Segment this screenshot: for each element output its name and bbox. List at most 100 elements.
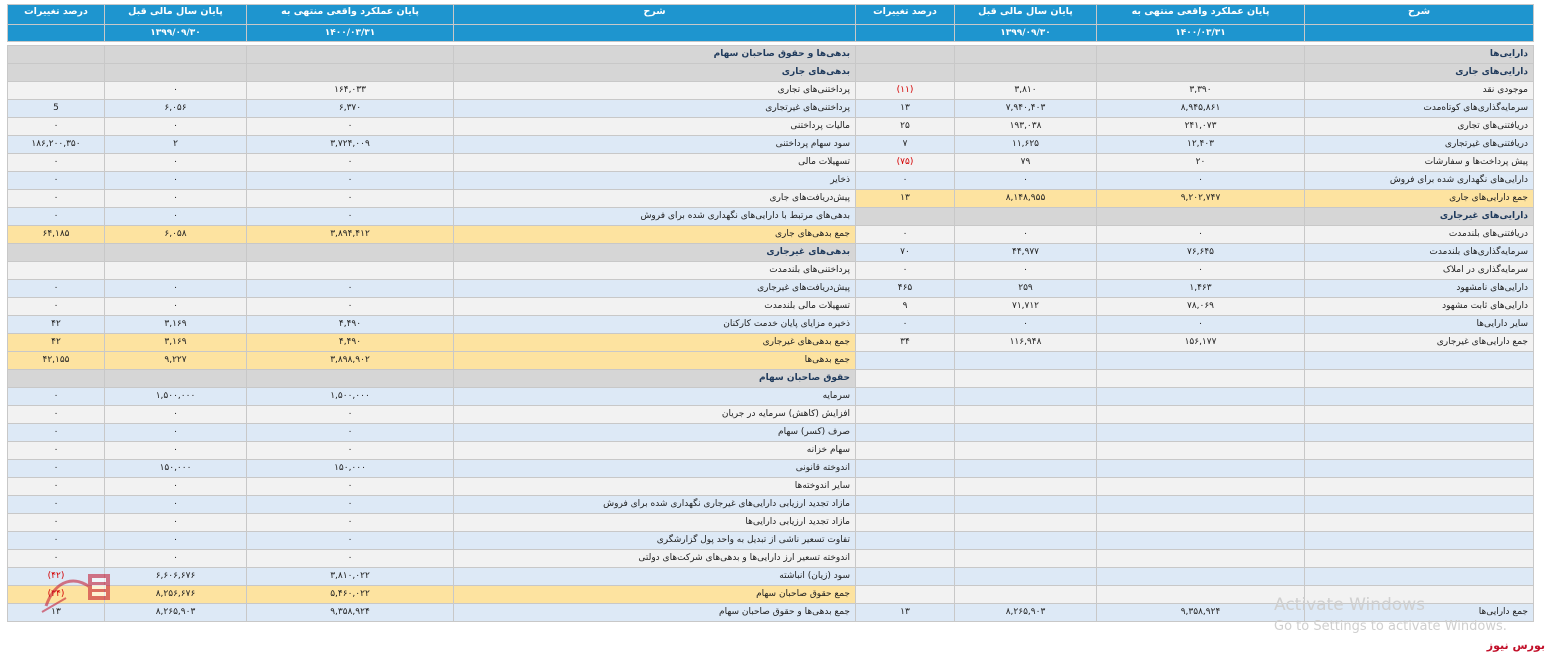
table-row: سرمایه ۱,۵۰۰,۰۰۰ ۱,۵۰۰,۰۰۰ ۰	[7, 387, 1534, 406]
assets-label-cell: دارایی‌های جاری	[1304, 63, 1534, 82]
table-row: صرف (کسر) سهام ۰ ۰ ۰	[7, 423, 1534, 442]
liabilities-actual-cell: ۴,۴۹۰	[246, 333, 454, 352]
assets-label-cell	[1304, 405, 1534, 424]
table-row: جمع بدهی‌ها ۳,۸۹۸,۹۰۲ ۹,۲۲۷ ۴۲,۱۵۵	[7, 351, 1534, 370]
liabilities-label-cell: مازاد تجدید ارزیابی دارایی‌ها	[453, 513, 856, 532]
table-row: موجودی نقد ۳,۳۹۰ ۳,۸۱۰ (۱۱) پرداختنی‌های تجا…	[7, 81, 1534, 100]
liabilities-label-cell: سود (زیان) انباشته	[453, 567, 856, 586]
assets-pct-cell	[855, 207, 955, 226]
table-row: سهام خزانه ۰ ۰ ۰	[7, 441, 1534, 460]
liabilities-prev-cell: ۰	[104, 405, 247, 424]
header-date-empty	[1304, 24, 1534, 42]
liabilities-prev-cell: ۰	[104, 495, 247, 514]
table-row: مازاد تجدید ارزیابی دارایی‌های غیرجاری ن…	[7, 495, 1534, 514]
assets-pct-cell	[855, 387, 955, 406]
header-prev-liabilities: پایان سال مالی قبل	[104, 4, 247, 25]
assets-actual-cell: ۲۴۱,۰۷۳	[1096, 117, 1305, 136]
liabilities-label-cell: سود سهام پرداختنی	[453, 135, 856, 154]
assets-actual-cell: ۳,۳۹۰	[1096, 81, 1305, 100]
assets-pct-cell: ۰	[855, 225, 955, 244]
liabilities-pct-cell: ۴۲	[7, 315, 105, 334]
assets-pct-cell	[855, 531, 955, 550]
table-row: سایر دارایی‌ها ۰ ۰ ۰ ذخیره مزایای پایان خدمت…	[7, 315, 1534, 334]
header-spacer	[7, 41, 1534, 46]
assets-prev-cell	[954, 405, 1097, 424]
assets-label-cell: دریافتنی‌های تجاری	[1304, 117, 1534, 136]
liabilities-prev-cell	[104, 369, 247, 388]
assets-prev-cell: ۰	[954, 315, 1097, 334]
assets-prev-cell	[954, 387, 1097, 406]
liabilities-pct-cell: ۰	[7, 153, 105, 172]
assets-actual-cell: ۸,۹۴۵,۸۶۱	[1096, 99, 1305, 118]
table-row: افزایش (کاهش) سرمایه در جریان ۰ ۰ ۰	[7, 405, 1534, 424]
liabilities-actual-cell: ۰	[246, 279, 454, 298]
liabilities-actual-cell	[246, 243, 454, 262]
table-row: سرمایه‌گذاری‌های کوتاه‌مدت ۸,۹۴۵,۸۶۱ ۷,۹۴۰…	[7, 99, 1534, 118]
liabilities-prev-cell	[104, 45, 247, 64]
assets-pct-cell	[855, 477, 955, 496]
assets-actual-cell	[1096, 477, 1305, 496]
assets-prev-cell	[954, 45, 1097, 64]
liabilities-actual-cell: ۰	[246, 153, 454, 172]
table-row: دریافتنی‌های تجاری ۲۴۱,۰۷۳ ۱۹۳,۰۳۸ ۲۵ مالیات…	[7, 117, 1534, 136]
bourse-news-logo	[41, 574, 110, 613]
liabilities-prev-cell: ۲	[104, 135, 247, 154]
liabilities-label-cell: پرداختنی‌های غیرتجاری	[453, 99, 856, 118]
assets-prev-cell	[954, 585, 1097, 604]
header-pct-assets: درصد تغییرات	[855, 4, 955, 25]
liabilities-pct-cell	[7, 81, 105, 100]
liabilities-actual-cell: ۱۶۴,۰۳۳	[246, 81, 454, 100]
assets-actual-cell: ۹,۳۵۸,۹۲۴	[1096, 603, 1305, 622]
liabilities-prev-cell: ۰	[104, 441, 247, 460]
liabilities-prev-cell: ۰	[104, 171, 247, 190]
assets-prev-cell	[954, 369, 1097, 388]
assets-prev-cell	[954, 549, 1097, 568]
assets-actual-cell: ۰	[1096, 261, 1305, 280]
table-row: جمع دارایی‌های جاری ۹,۲۰۲,۷۴۷ ۸,۱۴۸,۹۵۵ ۱۳ پ…	[7, 189, 1534, 208]
liabilities-label-cell: تفاوت تسعیر ناشی از تبدیل به واحد پول گز…	[453, 531, 856, 550]
table-row: جمع دارایی‌ها ۹,۳۵۸,۹۲۴ ۸,۲۶۵,۹۰۳ ۱۳ جمع بده…	[7, 603, 1534, 622]
liabilities-pct-cell: ۰	[7, 531, 105, 550]
liabilities-label-cell: پرداختنی‌های بلندمدت	[453, 261, 856, 280]
liabilities-pct-cell: ۱۳	[7, 603, 105, 622]
liabilities-actual-cell: ۰	[246, 297, 454, 316]
table-body: دارایی‌ها بدهی‌ها و حقوق صاحبان سهام دارای…	[7, 45, 1534, 622]
header-pct-liabilities: درصد تغییرات	[7, 4, 105, 25]
assets-pct-cell: ۰	[855, 315, 955, 334]
assets-label-cell	[1304, 477, 1534, 496]
table-row: دارایی‌های جاری بدهی‌های جاری	[7, 63, 1534, 82]
assets-pct-cell	[855, 441, 955, 460]
assets-prev-cell: ۸,۲۶۵,۹۰۳	[954, 603, 1097, 622]
assets-actual-cell: ۱,۴۶۳	[1096, 279, 1305, 298]
liabilities-pct-cell: ۰	[7, 279, 105, 298]
assets-pct-cell: ۱۳	[855, 99, 955, 118]
liabilities-prev-cell: ۱۵۰,۰۰۰	[104, 459, 247, 478]
assets-actual-cell	[1096, 387, 1305, 406]
liabilities-prev-cell: ۰	[104, 423, 247, 442]
assets-label-cell	[1304, 351, 1534, 370]
assets-prev-cell	[954, 459, 1097, 478]
liabilities-pct-cell: ۰	[7, 423, 105, 442]
table-row: دریافتنی‌های بلندمدت ۰ ۰ ۰ جمع بدهی‌های جاری…	[7, 225, 1534, 244]
liabilities-label-cell: پیش‌دریافت‌های جاری	[453, 189, 856, 208]
assets-pct-cell	[855, 423, 955, 442]
assets-prev-cell: ۷,۹۴۰,۴۰۳	[954, 99, 1097, 118]
liabilities-label-cell: جمع بدهی‌های غیرجاری	[453, 333, 856, 352]
liabilities-prev-cell: ۰	[104, 279, 247, 298]
assets-label-cell: جمع دارایی‌ها	[1304, 603, 1534, 622]
liabilities-actual-cell: ۰	[246, 423, 454, 442]
assets-label-cell: دارایی‌های نگهداری شده برای فروش	[1304, 171, 1534, 190]
assets-label-cell: سایر دارایی‌ها	[1304, 315, 1534, 334]
assets-actual-cell: ۷۸,۰۶۹	[1096, 297, 1305, 316]
liabilities-pct-cell: ۰	[7, 297, 105, 316]
table-row: دارایی‌های نگهداری شده برای فروش ۰ ۰ ۰ ذخایر…	[7, 171, 1534, 190]
liabilities-actual-cell: ۳,۸۹۴,۴۱۲	[246, 225, 454, 244]
assets-prev-cell	[954, 351, 1097, 370]
assets-actual-cell	[1096, 351, 1305, 370]
assets-label-cell: موجودی نقد	[1304, 81, 1534, 100]
table-row: اندوخته قانونی ۱۵۰,۰۰۰ ۱۵۰,۰۰۰ ۰	[7, 459, 1534, 478]
header-sharh-liabilities: شرح	[453, 4, 856, 25]
liabilities-pct-cell: ۰	[7, 189, 105, 208]
liabilities-prev-cell: ۸,۲۶۵,۹۰۳	[104, 603, 247, 622]
liabilities-prev-cell: ۳,۱۶۹	[104, 333, 247, 352]
